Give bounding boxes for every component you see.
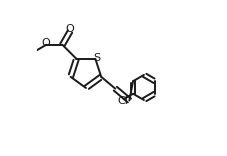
- Text: O: O: [41, 38, 50, 48]
- Text: S: S: [93, 53, 100, 63]
- Text: O: O: [66, 24, 74, 34]
- Text: Cl: Cl: [118, 96, 128, 106]
